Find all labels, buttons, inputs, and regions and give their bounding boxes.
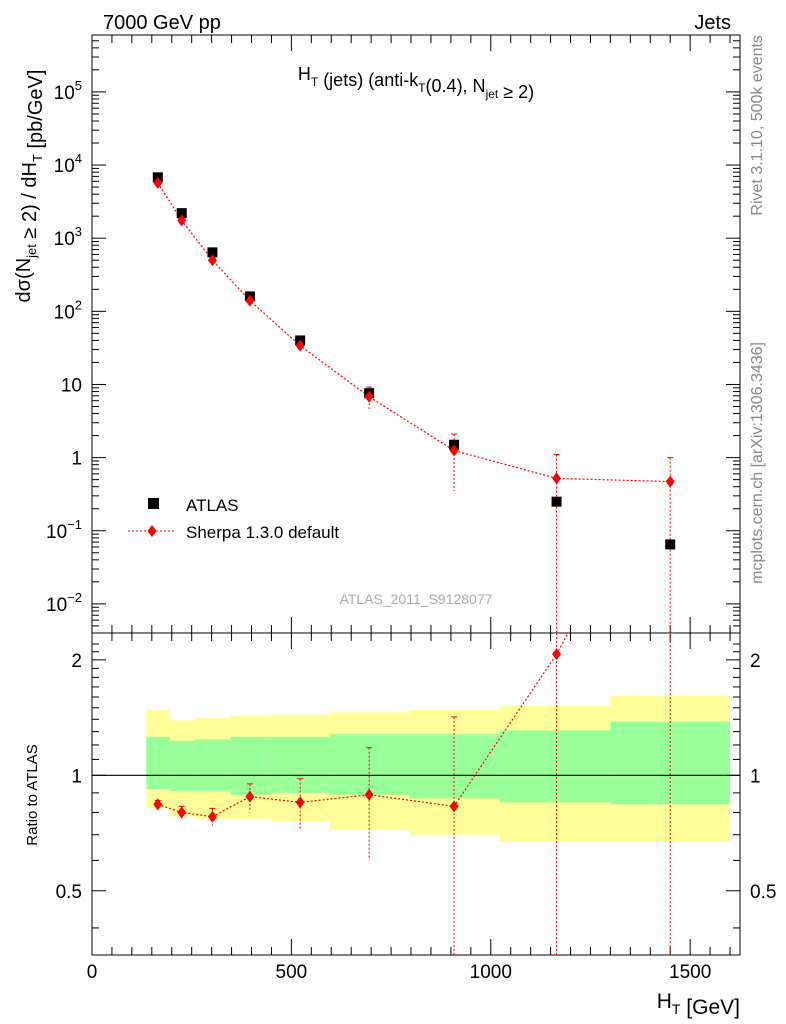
ratio-mc-point [364, 788, 374, 801]
band-inner [230, 736, 271, 795]
mc-point [364, 390, 374, 403]
mcplots-label: mcplots.cern.ch [arXiv:1306.3436] [749, 342, 766, 584]
data-point [665, 539, 676, 550]
ratio-mc-point [449, 800, 459, 813]
data-point [207, 247, 218, 258]
mc-point [665, 475, 675, 488]
band-inner [169, 740, 195, 792]
mc-point [449, 444, 459, 457]
header-left: 7000 GeV pp [103, 12, 221, 34]
mc-point [552, 472, 562, 485]
mc-line [157, 182, 671, 483]
main-ylabel: dσ(Njet ≥ 2) / dHT [pb/GeV] [13, 70, 47, 303]
header-right: Jets [694, 12, 731, 34]
ratio-series [153, 633, 674, 955]
legend-label-data: ATLAS [186, 496, 239, 515]
ratio-panel: 0.5 0.5 1 1 2 2 Ratio to ATLAS 0 500 1000 1500 HT [… [24, 632, 776, 1019]
main-panel: HT (jets) (anti-kT(0.4), Njet ≥ 2) dσ(Nje… [13, 34, 741, 634]
band-inner [146, 736, 170, 790]
x-tick-label: 1500 [669, 962, 711, 983]
y-tick-label: 10−2 [46, 590, 82, 616]
y-tick-label: 10−1 [46, 517, 82, 543]
y-tick-label: 105 [54, 78, 82, 104]
data-point [176, 208, 187, 219]
main-title: HT (jets) (anti-kT(0.4), Njet ≥ 2) [298, 64, 534, 102]
ratio-mc-point [153, 798, 163, 811]
legend-marker-mc [147, 525, 157, 537]
legend: ATLAS Sherpa 1.3.0 default [128, 496, 339, 542]
ratio-y-tick-label-left: 1 [71, 766, 82, 787]
ratio-y-tick-label-right: 1 [750, 766, 761, 787]
main-frame [91, 34, 741, 634]
ratio-y-tick-label-left: 2 [71, 651, 82, 672]
x-tick-label: 500 [276, 962, 308, 983]
ratio-y-tick-label-right: 2 [750, 651, 761, 672]
legend-marker-data [148, 498, 159, 509]
ratio-y-tick-label-right: 0.5 [750, 882, 776, 903]
ratio-y-tick-label-left: 0.5 [56, 882, 82, 903]
mc-point [295, 339, 305, 352]
legend-label-mc: Sherpa 1.3.0 default [186, 523, 339, 542]
ratio-mc-point [295, 796, 305, 809]
mc-point [245, 294, 255, 307]
mc-point [177, 214, 187, 227]
mc-point [153, 176, 163, 189]
y-tick-label: 104 [54, 151, 82, 177]
band-inner [499, 730, 611, 803]
ratio-mc-point [552, 648, 562, 661]
x-tick-label: 0 [87, 962, 98, 983]
ratio-ylabel: Ratio to ATLAS [24, 744, 41, 845]
mc-point [207, 254, 217, 267]
ratio-mc-point [245, 790, 255, 803]
data-point [551, 496, 562, 507]
x-tick-label: 1000 [470, 962, 512, 983]
y-tick-label: 102 [54, 297, 82, 323]
ratio-mc-point [207, 810, 217, 823]
rivet-label: Rivet 3.1.10, 500k events [749, 35, 766, 216]
ratio-xlabel: HT [GeV] [657, 990, 740, 1019]
ratio-frame [91, 632, 741, 956]
y-tick-label: 10 [61, 375, 82, 396]
y-tick-label: 103 [54, 224, 82, 250]
band-inner [194, 739, 231, 792]
ratio-mc-point [177, 806, 187, 819]
analysis-id: ATLAS_2011_S9128077 [340, 591, 493, 607]
y-tick-label: 1 [71, 449, 82, 470]
